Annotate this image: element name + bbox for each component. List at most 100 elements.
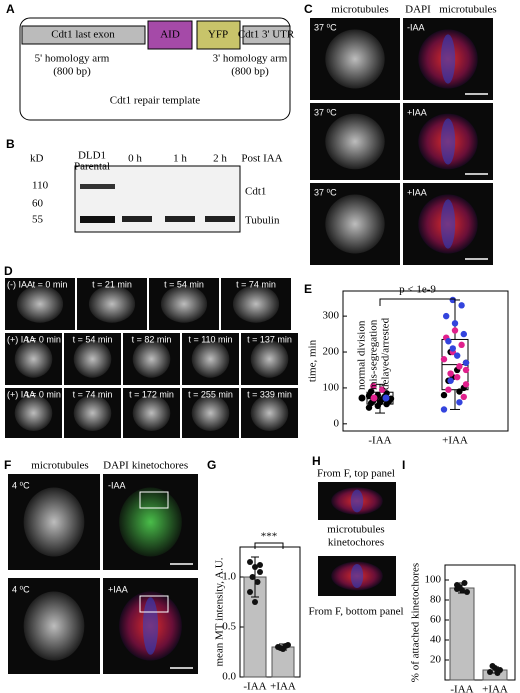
- legend-marker: [370, 394, 378, 402]
- cell-signal: [250, 340, 289, 378]
- cell-signal: [73, 340, 112, 378]
- cell-signal: [73, 395, 112, 431]
- panel-label: A: [6, 2, 15, 16]
- data-point: [247, 589, 253, 595]
- x-tick-label: -IAA: [368, 435, 391, 447]
- data-point: [252, 599, 258, 605]
- data-point: [370, 382, 377, 390]
- label: t = 255 min: [188, 389, 233, 399]
- label: t = 0 min: [33, 279, 68, 289]
- data-point: [487, 669, 493, 675]
- data-point: [387, 395, 395, 402]
- exon-box: [21, 25, 146, 45]
- panel-label: H: [312, 454, 321, 468]
- label: t = 172 min: [129, 389, 174, 399]
- cell-signal: [160, 285, 208, 323]
- data-point: [440, 356, 448, 363]
- cell-signal: [325, 194, 385, 254]
- dna-signal: [440, 34, 456, 84]
- label: t = 74 min: [73, 389, 113, 399]
- panel-label: D: [4, 264, 13, 278]
- label: -IAA: [108, 480, 126, 490]
- significance-bracket: [254, 542, 284, 549]
- label: (800 bp): [231, 66, 269, 78]
- label: 5' homology arm: [35, 53, 110, 65]
- utr-box: [242, 25, 291, 45]
- cell-signal: [14, 340, 53, 378]
- panel-label: E: [304, 282, 312, 296]
- data-point: [451, 320, 459, 327]
- blot-band: [122, 216, 152, 222]
- cell-signal: [16, 285, 64, 323]
- data-point: [460, 330, 467, 338]
- legend-marker: [382, 394, 390, 402]
- data-point: [277, 645, 284, 651]
- label: kinetochores: [132, 460, 188, 472]
- label: t = 54 min: [73, 334, 113, 344]
- yfp-box: [196, 20, 241, 50]
- cell-signal: [232, 285, 280, 323]
- annotation: p < 1e-9: [399, 284, 436, 296]
- data-point: [247, 559, 253, 565]
- label: microtubules: [31, 460, 88, 472]
- data-point: [257, 569, 263, 575]
- label: From F, top panel: [317, 468, 395, 480]
- dna-signal: [350, 489, 364, 513]
- dna-signal: [440, 199, 456, 249]
- x-tick-label: +IAA: [270, 681, 296, 693]
- y-tick-label: 100: [425, 574, 442, 586]
- dna-signal: [142, 597, 159, 655]
- label: t = 54 min: [164, 279, 204, 289]
- data-point: [440, 406, 448, 413]
- label: -IAA: [407, 22, 425, 32]
- data-point: [454, 586, 460, 592]
- x-tick-label: -IAA: [243, 681, 266, 693]
- data-point: [443, 312, 450, 320]
- label: microtubules: [327, 524, 384, 536]
- data-point: [454, 373, 461, 381]
- data-point: [449, 296, 456, 304]
- data-point: [462, 359, 470, 366]
- dna-signal: [440, 118, 456, 165]
- data-point: [460, 393, 467, 401]
- y-tick-label: 80: [430, 594, 442, 606]
- y-axis-label: time, min: [307, 339, 319, 382]
- data-point: [368, 388, 375, 395]
- data-point: [447, 370, 454, 377]
- panel-label: F: [4, 458, 11, 472]
- cell-signal: [325, 29, 385, 89]
- plot-frame: [444, 564, 516, 681]
- legend-entry: mis-segregation: [368, 319, 380, 390]
- x-tick-label: -IAA: [450, 684, 473, 693]
- label: t = 0 min: [26, 334, 61, 344]
- label: 4 ⁰C: [12, 584, 30, 594]
- cell-signal: [191, 340, 230, 378]
- label: 60: [32, 198, 44, 210]
- label: Tubulin: [245, 215, 280, 227]
- y-tick-label: 200: [323, 346, 340, 358]
- label: Cdt1 3' UTR: [238, 29, 295, 41]
- data-point: [257, 562, 263, 568]
- label: 1 h: [173, 153, 187, 165]
- data-point: [445, 386, 452, 393]
- label: Post IAA: [241, 153, 282, 165]
- label: Cdt1 repair template: [110, 95, 201, 107]
- label: 2 h: [213, 153, 227, 165]
- data-point: [489, 663, 496, 669]
- label: AID: [160, 29, 180, 41]
- label: 37 ⁰C: [314, 22, 337, 32]
- data-point: [440, 391, 448, 399]
- label: microtubules: [439, 4, 496, 16]
- y-tick-label: 1.0: [222, 571, 236, 583]
- label: t = 137 min: [247, 334, 292, 344]
- legend-marker: [358, 394, 366, 402]
- data-point: [249, 574, 256, 580]
- label: Cdt1 last exon: [51, 29, 115, 41]
- data-point: [282, 643, 289, 649]
- label: kD: [30, 153, 44, 165]
- label: DAPI: [405, 4, 431, 16]
- label: 3' homology arm: [213, 53, 288, 65]
- data-point: [494, 670, 501, 676]
- y-tick-label: 0.0: [222, 671, 236, 683]
- data-point: [462, 366, 470, 374]
